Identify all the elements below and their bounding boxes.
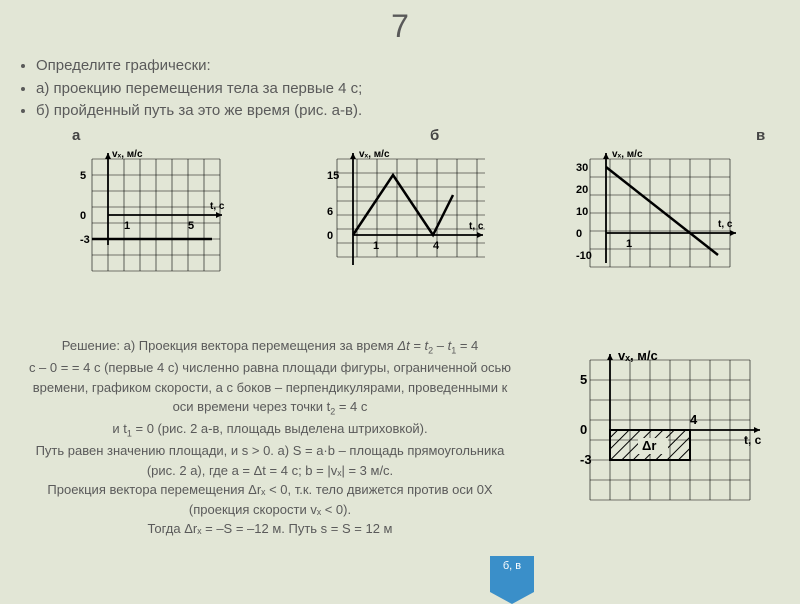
svg-text:Δr: Δr xyxy=(642,438,656,453)
svg-text:4: 4 xyxy=(433,240,440,252)
bullet-2: б) пройденный путь за это же время (рис.… xyxy=(36,100,776,123)
problem-text: Определите графически: а) проекцию перем… xyxy=(0,45,800,127)
svg-text:1: 1 xyxy=(626,238,632,250)
svg-text:vₓ, м/с: vₓ, м/с xyxy=(612,149,643,160)
svg-text:-3: -3 xyxy=(580,452,592,467)
sol-p2: с – 0 = = 4 с (первые 4 с) численно равн… xyxy=(24,358,516,419)
bullet-1: а) проекцию перемещения тела за первые 4… xyxy=(36,78,776,101)
svg-text:10: 10 xyxy=(576,206,588,218)
svg-text:vₓ, м/с: vₓ, м/с xyxy=(618,348,658,363)
svg-text:1: 1 xyxy=(373,240,379,252)
svg-text:-10: -10 xyxy=(576,250,592,262)
svg-text:5: 5 xyxy=(188,220,194,232)
svg-text:-3: -3 xyxy=(80,234,90,246)
svg-text:20: 20 xyxy=(576,184,588,196)
nav-arrow-button[interactable]: б, в xyxy=(490,556,534,592)
chart-labels-row: а б в xyxy=(0,127,800,145)
svg-text:0: 0 xyxy=(80,210,86,222)
svg-text:1: 1 xyxy=(124,220,130,232)
svg-text:t, с: t, с xyxy=(718,219,733,230)
svg-text:0: 0 xyxy=(327,230,333,242)
sol-p5: Проекция вектора перемещения Δrₓ < 0, т.… xyxy=(24,480,516,519)
svg-text:4: 4 xyxy=(690,412,698,427)
solution-text: Решение: а) Проекция вектора перемещения… xyxy=(0,330,530,539)
svg-text:5: 5 xyxy=(580,372,587,387)
svg-text:0: 0 xyxy=(576,228,582,240)
charts-row: 50-315t, сvₓ, м/с 156014t, сvₓ, м/с 3020… xyxy=(0,145,800,293)
svg-text:t, с: t, с xyxy=(469,221,484,232)
sol-p1: Решение: а) Проекция вектора перемещения… xyxy=(24,336,516,358)
side-chart: 5 0 -3 4 t, с vₓ, м/с Δr xyxy=(560,340,780,520)
sol-p6: Тогда Δrₓ = –S = –12 м. Путь s = S = 12 … xyxy=(24,519,516,539)
label-b: б xyxy=(430,127,439,144)
bullet-0: Определите графически: xyxy=(36,55,776,78)
svg-text:vₓ, м/с: vₓ, м/с xyxy=(112,149,143,160)
svg-text:5: 5 xyxy=(80,170,86,182)
chart-v: 30 20 10 0 -10 1 t, с vₓ, м/с xyxy=(568,145,738,285)
svg-text:0: 0 xyxy=(580,422,587,437)
chart-a: 5 0 -3 1 5 t, с vₓ, м/с xyxy=(62,145,232,285)
problem-number: 7 xyxy=(0,0,800,45)
svg-text:30: 30 xyxy=(576,162,588,174)
svg-text:15: 15 xyxy=(327,170,339,182)
sol-p3: и t1 = 0 (рис. 2 а-в, площадь выделена ш… xyxy=(24,419,516,441)
sol-p4: Путь равен значению площади, и s > 0. а)… xyxy=(24,441,516,480)
svg-text:6: 6 xyxy=(327,206,333,218)
label-a: а xyxy=(72,127,80,144)
svg-text:t, с: t, с xyxy=(210,201,225,212)
chart-b: 15 6 0 1 4 t, с vₓ, м/с xyxy=(315,145,485,285)
svg-text:t, с: t, с xyxy=(744,433,762,447)
label-v: в xyxy=(756,127,765,144)
svg-text:vₓ, м/с: vₓ, м/с xyxy=(359,149,390,160)
